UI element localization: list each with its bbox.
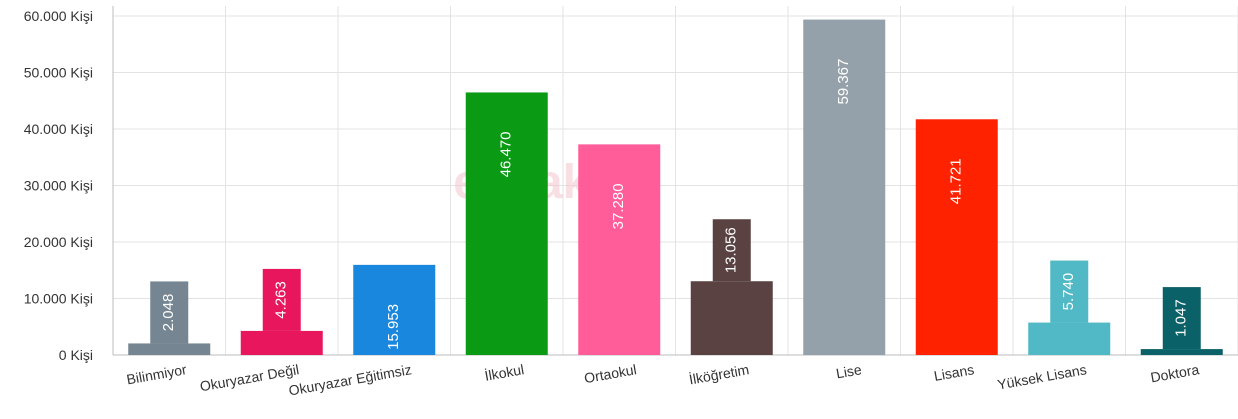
bar[interactable]: [1140, 349, 1223, 355]
y-tick-label: 60.000 Kişi: [24, 8, 93, 24]
bars: [128, 19, 1223, 356]
bar[interactable]: [240, 330, 323, 355]
data-label-badge: [712, 219, 751, 282]
data-labels: 2.048 4.263 15.953 46.470 37.280 13.056 59.367…: [160, 59, 1190, 350]
data-label: 1.047: [1173, 299, 1190, 337]
x-tick-label: Ortaokul: [583, 361, 638, 386]
data-label: 15.953: [385, 304, 402, 350]
data-label-badge: [1162, 287, 1201, 350]
x-tick-label: Okuryazar Eğitimsiz: [287, 361, 412, 398]
bar[interactable]: [578, 144, 661, 355]
x-tick-label: Bilinmiyor: [125, 361, 188, 387]
y-tick-label: 0 Kişi: [59, 347, 93, 363]
y-tick-label: 20.000 Kişi: [24, 234, 93, 250]
grid: [112, 6, 1238, 356]
bar[interactable]: [128, 343, 211, 355]
x-tick-label: Doktora: [1149, 361, 1200, 385]
y-tick-label: 50.000 Kişi: [24, 65, 93, 81]
data-label: 2.048: [160, 294, 177, 332]
x-tick-label: Okuryazar Değil: [199, 361, 301, 394]
x-tick-label: İlköğretim: [688, 360, 751, 387]
data-label-badge: [1050, 260, 1089, 323]
data-label: 13.056: [723, 227, 740, 273]
y-axis: 0 Kişi 10.000 Kişi 20.000 Kişi 30.000 Kişi 4…: [24, 8, 93, 363]
x-tick-label: Lise: [835, 361, 863, 381]
x-tick-label: Lisans: [933, 361, 976, 384]
data-label-badge: [150, 281, 189, 344]
y-tick-label: 30.000 Kişi: [24, 178, 93, 194]
data-label: 5.740: [1060, 273, 1077, 311]
x-tick-label: İlkokul: [483, 360, 525, 384]
data-label: 4.263: [273, 281, 290, 319]
y-tick-label: 40.000 Kişi: [24, 121, 93, 137]
bar[interactable]: [1028, 322, 1111, 355]
data-label: 37.280: [610, 183, 627, 229]
bar[interactable]: [353, 264, 436, 355]
bar[interactable]: [465, 92, 548, 355]
bar[interactable]: [915, 119, 998, 355]
y-tick-label: 10.000 Kişi: [24, 291, 93, 307]
data-label-badge: [262, 268, 301, 331]
data-label: 59.367: [835, 59, 852, 105]
bar[interactable]: [690, 281, 773, 355]
x-tick-label: Yüksek Lisans: [996, 361, 1088, 392]
data-label: 46.470: [498, 131, 515, 177]
bar[interactable]: [803, 19, 886, 356]
data-label: 41.721: [948, 158, 965, 204]
